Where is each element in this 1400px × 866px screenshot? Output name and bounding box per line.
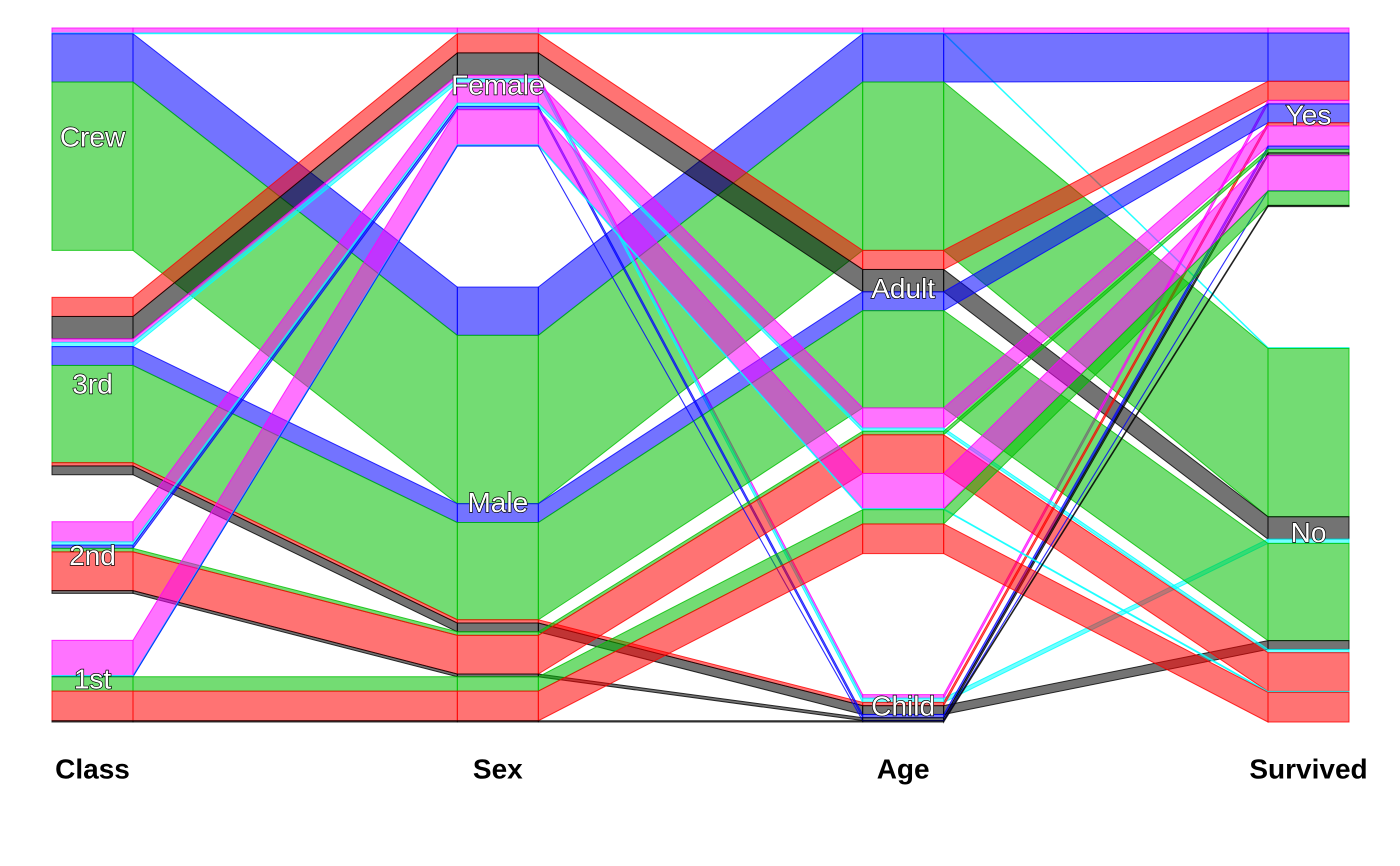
axis-segment (51, 521, 134, 543)
category-label: Yes (1286, 100, 1332, 131)
axis-segment (456, 109, 539, 146)
axis-segment (456, 334, 539, 505)
ribbon (943, 32, 1269, 83)
category-label: Child (871, 691, 935, 722)
category-label: Male (467, 487, 528, 518)
category-label: 3rd (72, 368, 112, 399)
axis-segment (1267, 27, 1350, 34)
axis-segment (862, 523, 945, 555)
category-label: Adult (871, 273, 935, 304)
axis-segment (456, 622, 539, 633)
ribbon (132, 32, 458, 35)
axis-segment (456, 690, 539, 722)
dimension-label: Survived (1249, 753, 1367, 784)
category-label: Crew (60, 122, 126, 153)
axis-segment (862, 430, 945, 436)
ribbon (132, 690, 458, 722)
axis-segment (1267, 148, 1350, 154)
axis-segment (456, 286, 539, 336)
axis-segment (1267, 32, 1350, 82)
dimension-label: Age (877, 753, 930, 784)
axis-segment (51, 465, 134, 476)
axis-segment (51, 590, 134, 594)
axis-segment (862, 249, 945, 270)
ribbon (132, 720, 458, 723)
axis-segment (1267, 691, 1350, 723)
axis-segment (862, 509, 945, 525)
category-label: Female (451, 69, 544, 100)
dimension-label: Sex (473, 753, 523, 784)
axis-segment (51, 27, 134, 34)
ribbon (132, 676, 458, 692)
ribbons (132, 27, 1269, 724)
axis-segment (1267, 204, 1350, 208)
axis-segment (51, 81, 134, 251)
axis-segment (862, 27, 945, 34)
ribbon (132, 27, 458, 34)
axis-segment (1267, 347, 1350, 518)
axis-segment (456, 522, 539, 621)
axis-segment (1267, 640, 1350, 650)
axis-segment (456, 33, 539, 54)
axis-segment (51, 346, 134, 366)
axis-segment (1267, 190, 1350, 206)
axis-segment (51, 341, 134, 348)
axis-segment (456, 631, 539, 636)
axis-segment (1267, 542, 1350, 642)
ribbon (943, 27, 1269, 34)
axis-segment (862, 720, 945, 723)
axis-segment (51, 296, 134, 317)
axis-segment (51, 690, 134, 722)
axis-segment (862, 434, 945, 474)
axis-segment (862, 33, 945, 83)
axis-segment (51, 338, 134, 343)
axis-segment (51, 315, 134, 340)
axis-segment (51, 720, 134, 723)
labels: Crew 3rd 2nd 1st Class Female Male Sex Adult Chil… (55, 69, 1368, 785)
axis-segment (862, 310, 945, 409)
dimension-label: Class (55, 753, 130, 784)
axis-segment (862, 407, 945, 429)
axis-segment (51, 33, 134, 83)
ribbon (537, 720, 864, 723)
axis-segment (1267, 80, 1350, 101)
axis-segment (456, 634, 539, 675)
ribbon (537, 32, 864, 35)
ribbon (537, 27, 864, 34)
axis-segment (862, 472, 945, 510)
bars (51, 27, 1350, 723)
axis-segment (1267, 155, 1350, 192)
category-label: 2nd (69, 540, 116, 571)
axis-segment (51, 364, 134, 464)
axis-segment (456, 27, 539, 34)
category-label: No (1291, 517, 1327, 548)
axis-segment (456, 676, 539, 692)
axis-segment (456, 720, 539, 723)
axis-segment (1267, 652, 1350, 692)
axis-segment (862, 81, 945, 251)
category-label: 1st (74, 664, 112, 695)
